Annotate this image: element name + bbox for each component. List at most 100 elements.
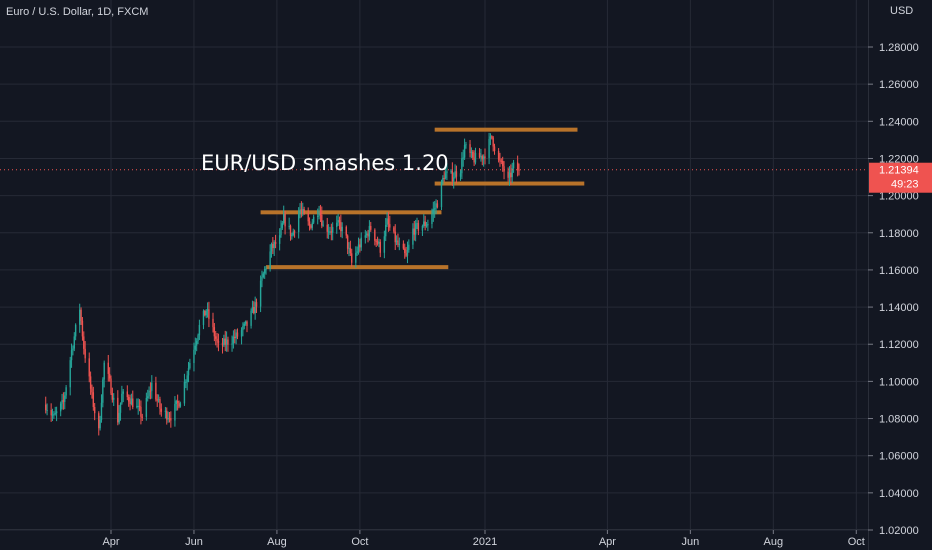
candle-body <box>375 240 377 242</box>
candle-body <box>331 227 334 233</box>
candle-body <box>360 237 362 248</box>
candle-body <box>59 403 62 412</box>
candle-body <box>500 160 503 162</box>
currency-label[interactable]: USD <box>890 5 913 17</box>
candle-body <box>259 280 262 307</box>
candle-body <box>183 381 186 404</box>
candle-body <box>253 307 255 314</box>
candle-body <box>404 248 406 254</box>
candle-body <box>148 390 150 397</box>
candle-body <box>393 227 395 232</box>
candle-body <box>511 168 513 178</box>
candle-body <box>481 156 483 160</box>
candle-body <box>270 244 273 252</box>
candle-body <box>137 405 139 407</box>
candle-body <box>454 171 456 178</box>
candle-body <box>108 373 111 379</box>
candle-body <box>147 396 149 398</box>
candle-body <box>451 170 454 182</box>
candle-body <box>512 162 515 169</box>
candle-body <box>157 399 160 401</box>
candle-body <box>55 411 58 414</box>
candle-body <box>272 244 274 249</box>
candle-body <box>312 216 315 223</box>
candle-body <box>213 327 216 337</box>
candle-body <box>227 339 229 345</box>
candle-body <box>389 224 391 228</box>
candle-body <box>480 156 482 158</box>
candle-body <box>79 309 81 325</box>
candle-body <box>254 302 256 314</box>
candle-body <box>337 220 339 223</box>
y-tick-label: 1.12000 <box>879 339 919 351</box>
candle-body <box>383 236 386 253</box>
candle-body <box>91 388 93 393</box>
y-tick-label: 1.02000 <box>879 525 919 537</box>
candle-body <box>330 231 333 233</box>
candles <box>45 132 520 436</box>
candle-body <box>70 350 73 361</box>
last-price-tag-bg <box>869 162 932 193</box>
bar-countdown: 49:23 <box>891 179 919 191</box>
candle-body <box>167 418 169 420</box>
candle-body <box>283 213 285 224</box>
candle-body <box>164 410 167 412</box>
candle-body <box>370 226 372 230</box>
candle-body <box>317 215 319 217</box>
candle-body <box>356 251 358 253</box>
candle-body <box>274 242 277 244</box>
candle-body <box>386 218 388 225</box>
candle-body <box>217 341 220 343</box>
candle-body <box>185 381 187 383</box>
candle-body <box>223 338 225 346</box>
candle-body <box>322 224 324 226</box>
candle-body <box>121 393 123 404</box>
candle-body <box>73 336 75 349</box>
candle-body <box>349 247 352 254</box>
candle-body <box>321 214 323 226</box>
candle-body <box>263 268 266 274</box>
candle-body <box>83 336 85 349</box>
candle-body <box>455 171 458 177</box>
candle-body <box>84 348 86 359</box>
candle-body <box>408 244 410 250</box>
candle-body <box>215 336 217 339</box>
candle-body <box>240 330 243 337</box>
candle-body <box>326 224 328 232</box>
candle-body <box>423 221 425 227</box>
candle-body <box>284 213 286 227</box>
candle-body <box>478 152 481 158</box>
candle-body <box>501 160 504 167</box>
candle-body <box>46 409 48 411</box>
candle-body <box>293 231 296 233</box>
candle-body <box>336 222 338 228</box>
y-axis-ticks[interactable]: 1.28000 1.26000 1.24000 1.22000 1.20000 1.180… <box>868 42 919 537</box>
candle-body <box>432 209 435 214</box>
x-axis-ticks[interactable]: Apr Jun Aug Oct 2021 Apr Jun Aug Oct <box>102 530 865 548</box>
candle-body <box>348 247 350 249</box>
candle-body <box>425 225 428 227</box>
headline-annotation: EUR/USD smashes 1.20 <box>201 151 449 175</box>
candle-body <box>405 253 407 256</box>
x-tick-label: Oct <box>848 536 865 548</box>
candle-body <box>236 332 239 337</box>
candle-body <box>368 226 371 237</box>
x-tick-label: Aug <box>267 536 287 548</box>
candle-body <box>170 418 172 421</box>
candle-body <box>232 336 235 344</box>
candle-body <box>444 173 447 179</box>
candle-body <box>221 342 224 346</box>
candle-body <box>246 321 248 326</box>
y-tick-label: 1.26000 <box>879 79 919 91</box>
candle-body <box>118 412 120 423</box>
candle-body <box>394 231 396 243</box>
candle-body <box>89 376 92 389</box>
candle-body <box>100 402 103 420</box>
candle-body <box>397 240 399 245</box>
candle-body <box>488 138 490 158</box>
x-tick-label: Oct <box>351 536 368 548</box>
candle-body <box>159 399 161 409</box>
candle-body <box>484 156 486 158</box>
candle-body <box>435 203 437 209</box>
y-tick-label: 1.10000 <box>879 376 919 388</box>
